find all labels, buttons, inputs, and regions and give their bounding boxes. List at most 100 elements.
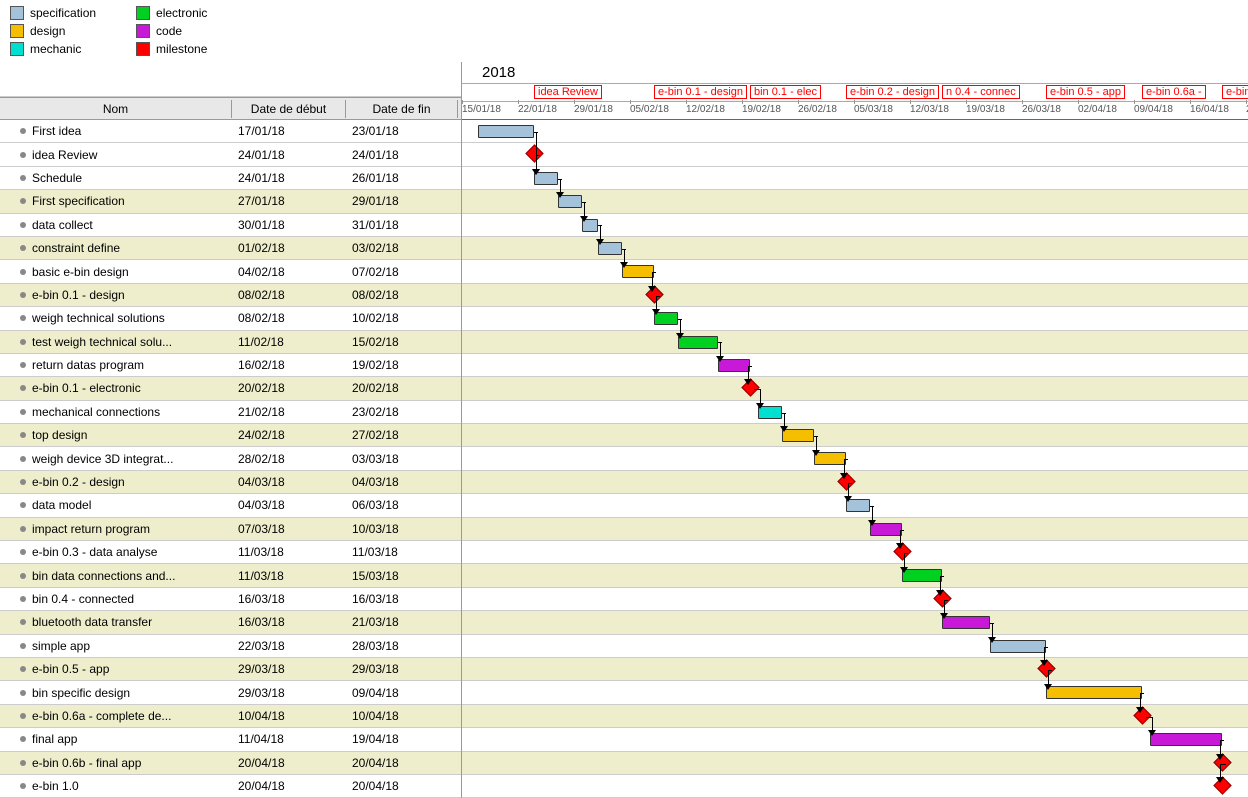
legend-item-mechanic: mechanic xyxy=(10,42,96,56)
table-row[interactable]: e-bin 0.1 - electronic20/02/1820/02/18 xyxy=(0,377,461,400)
table-row[interactable]: e-bin 0.3 - data analyse11/03/1811/03/18 xyxy=(0,541,461,564)
milestone-marker[interactable] xyxy=(525,145,543,163)
date-tick: 26/02/18 xyxy=(798,104,837,115)
table-row[interactable]: return datas program16/02/1819/02/18 xyxy=(0,354,461,377)
task-name: First specification xyxy=(32,194,125,208)
arrow-down-icon xyxy=(844,496,852,502)
legend-swatch xyxy=(136,42,150,56)
table-row[interactable]: First idea17/01/1823/01/18 xyxy=(0,120,461,143)
task-end-date: 19/04/18 xyxy=(346,730,458,748)
task-end-date: 10/03/18 xyxy=(346,520,458,538)
task-name: e-bin 0.5 - app xyxy=(32,662,109,676)
table-row[interactable]: e-bin 0.1 - design08/02/1808/02/18 xyxy=(0,284,461,307)
table-row[interactable]: simple app22/03/1828/03/18 xyxy=(0,635,461,658)
table-row[interactable]: test weigh technical solu...11/02/1815/0… xyxy=(0,331,461,354)
table-row[interactable]: First specification27/01/1829/01/18 xyxy=(0,190,461,213)
gantt-row xyxy=(462,237,1248,260)
task-name: final app xyxy=(32,732,77,746)
gantt-bar[interactable] xyxy=(1150,733,1222,746)
table-row[interactable]: basic e-bin design04/02/1807/02/18 xyxy=(0,260,461,283)
table-row[interactable]: constraint define01/02/1803/02/18 xyxy=(0,237,461,260)
table-row[interactable]: weigh device 3D integrat...28/02/1803/03… xyxy=(0,447,461,470)
gantt-row xyxy=(462,494,1248,517)
table-row[interactable]: final app11/04/1819/04/18 xyxy=(0,728,461,751)
gantt-row xyxy=(462,564,1248,587)
year-label: 2018 xyxy=(462,62,1248,84)
arrow-down-icon xyxy=(1216,777,1224,783)
task-name: e-bin 0.6b - final app xyxy=(32,756,141,770)
arrow-down-icon xyxy=(1136,707,1144,713)
table-row[interactable]: Schedule24/01/1826/01/18 xyxy=(0,167,461,190)
date-axis: 15/01/1822/01/1829/01/1805/02/1812/02/18… xyxy=(462,102,1248,120)
table-row[interactable]: e-bin 0.5 - app 29/03/1829/03/18 xyxy=(0,658,461,681)
task-end-date: 20/04/18 xyxy=(346,777,458,795)
task-start-date: 01/02/18 xyxy=(232,239,346,257)
bullet-icon xyxy=(20,128,26,134)
table-row[interactable]: idea Review24/01/1824/01/18 xyxy=(0,143,461,166)
gantt-bar[interactable] xyxy=(478,125,534,138)
gantt-chart: 2018 idea Reviewe-bin 0.1 - designbin 0.… xyxy=(462,62,1248,798)
table-row[interactable]: e-bin 0.2 - design04/03/1804/03/18 xyxy=(0,471,461,494)
arrow-down-icon xyxy=(936,590,944,596)
date-tick: 12/02/18 xyxy=(686,104,725,115)
task-start-date: 10/04/18 xyxy=(232,707,346,725)
gantt-bar[interactable] xyxy=(942,616,990,629)
arrow-down-icon xyxy=(812,450,820,456)
table-row[interactable]: e-bin 0.6a - complete de...10/04/1810/04… xyxy=(0,705,461,728)
arrow-down-icon xyxy=(1216,754,1224,760)
task-end-date: 29/03/18 xyxy=(346,660,458,678)
task-start-date: 29/03/18 xyxy=(232,660,346,678)
task-name: simple app xyxy=(32,639,90,653)
task-start-date: 04/02/18 xyxy=(232,263,346,281)
table-row[interactable]: data collect30/01/1831/01/18 xyxy=(0,214,461,237)
table-row[interactable]: e-bin 1.020/04/1820/04/18 xyxy=(0,775,461,798)
table-row[interactable]: mechanical connections21/02/1823/02/18 xyxy=(0,401,461,424)
gantt-row xyxy=(462,307,1248,330)
gantt-bar[interactable] xyxy=(678,336,718,349)
gantt-row xyxy=(462,331,1248,354)
task-end-date: 23/01/18 xyxy=(346,122,458,140)
gantt-row xyxy=(462,471,1248,494)
gantt-row xyxy=(462,705,1248,728)
arrow-down-icon xyxy=(756,403,764,409)
task-name: idea Review xyxy=(32,148,97,162)
task-start-date: 30/01/18 xyxy=(232,216,346,234)
gantt-bar[interactable] xyxy=(990,640,1046,653)
arrow-down-icon xyxy=(896,543,904,549)
table-row[interactable]: top design24/02/1827/02/18 xyxy=(0,424,461,447)
bullet-icon xyxy=(20,409,26,415)
table-row[interactable]: bin specific design29/03/1809/04/18 xyxy=(0,681,461,704)
task-name: data model xyxy=(32,498,91,512)
gantt-bar[interactable] xyxy=(902,569,942,582)
task-start-date: 20/02/18 xyxy=(232,379,346,397)
gantt-bar[interactable] xyxy=(1046,686,1142,699)
arrow-down-icon xyxy=(744,379,752,385)
bullet-icon xyxy=(20,596,26,602)
col-header-name[interactable]: Nom xyxy=(0,100,232,118)
task-start-date: 16/03/18 xyxy=(232,590,346,608)
task-end-date: 20/04/18 xyxy=(346,754,458,772)
table-row[interactable]: bin data connections and...11/03/1815/03… xyxy=(0,564,461,587)
date-tick: 12/03/18 xyxy=(910,104,949,115)
milestone-header-label: idea Review xyxy=(534,85,602,99)
table-row[interactable]: data model04/03/1806/03/18 xyxy=(0,494,461,517)
table-row[interactable]: bluetooth data transfer16/03/1821/03/18 xyxy=(0,611,461,634)
legend-swatch xyxy=(10,24,24,38)
task-start-date: 24/02/18 xyxy=(232,426,346,444)
table-row[interactable]: weigh technical solutions08/02/1810/02/1… xyxy=(0,307,461,330)
task-start-date: 16/02/18 xyxy=(232,356,346,374)
gantt-row xyxy=(462,284,1248,307)
table-row[interactable]: bin 0.4 - connected16/03/1816/03/18 xyxy=(0,588,461,611)
task-start-date: 11/03/18 xyxy=(232,543,346,561)
arrow-down-icon xyxy=(868,520,876,526)
col-header-start[interactable]: Date de début xyxy=(232,100,346,118)
task-start-date: 20/04/18 xyxy=(232,777,346,795)
table-row[interactable]: e-bin 0.6b - final app20/04/1820/04/18 xyxy=(0,752,461,775)
bullet-icon xyxy=(20,175,26,181)
table-row[interactable]: impact return program07/03/1810/03/18 xyxy=(0,518,461,541)
col-header-end[interactable]: Date de fin xyxy=(346,100,458,118)
date-tick: 29/01/18 xyxy=(574,104,613,115)
bullet-icon xyxy=(20,619,26,625)
task-end-date: 08/02/18 xyxy=(346,286,458,304)
date-tick: 09/04/18 xyxy=(1134,104,1173,115)
